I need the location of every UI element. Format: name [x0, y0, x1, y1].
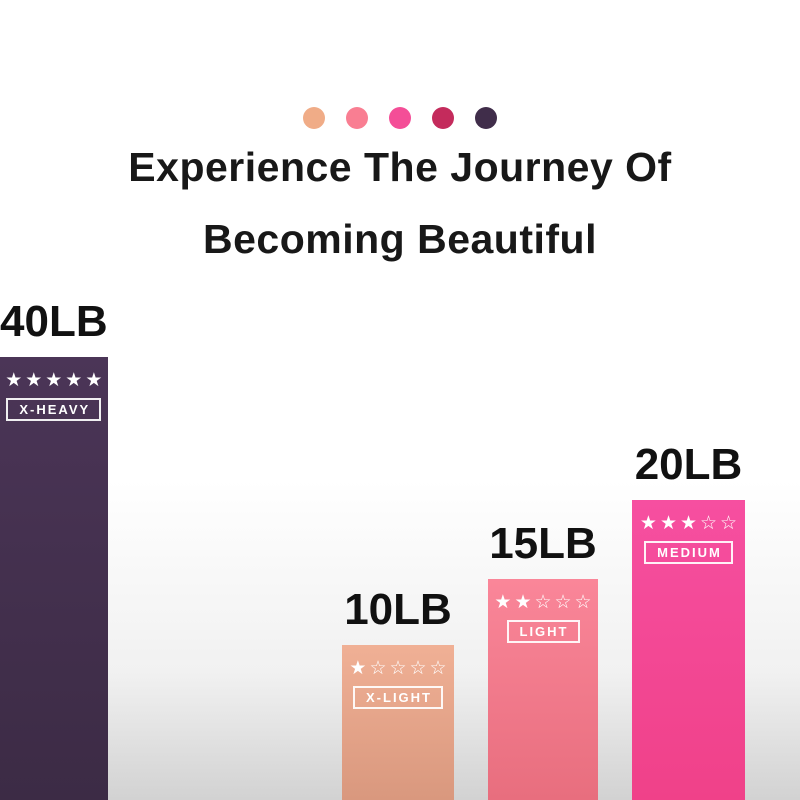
bar-column-20lb: 20LB ★★★☆☆ MEDIUM — [632, 443, 745, 800]
bar-column-10lb: 10LB ★☆☆☆☆ X-LIGHT — [342, 588, 454, 800]
tier-badge: LIGHT — [506, 620, 580, 643]
weight-label: 15LB — [489, 519, 597, 568]
bar-column-40lb: 40LB ★★★★★ X-HEAVY — [0, 300, 108, 800]
tier-badge: X-HEAVY — [6, 398, 102, 421]
bar-15lb: ★★☆☆☆ LIGHT — [488, 579, 598, 800]
tier-badge: MEDIUM — [644, 541, 733, 564]
tier-badge: X-LIGHT — [353, 686, 443, 709]
palette-dot-dark-purple — [475, 107, 497, 129]
weight-label: 40LB — [0, 297, 108, 346]
bar-20lb: ★★★☆☆ MEDIUM — [632, 500, 745, 800]
title-line-1: Experience The Journey Of — [128, 144, 672, 190]
star-rating: ★★☆☆☆ — [494, 592, 595, 613]
star-rating: ★★★☆☆ — [639, 513, 741, 534]
bar-column-15lb: 15LB ★★☆☆☆ LIGHT — [488, 522, 598, 800]
bar-10lb: ★☆☆☆☆ X-LIGHT — [342, 645, 454, 800]
palette-dot-peach — [303, 107, 325, 129]
bar-40lb: ★★★★★ X-HEAVY — [0, 357, 108, 800]
star-rating: ★☆☆☆☆ — [349, 658, 450, 679]
palette-dot-salmon — [346, 107, 368, 129]
title-line-2: Becoming Beautiful — [203, 216, 597, 262]
palette-dot-hot-pink — [389, 107, 411, 129]
weight-label: 20LB — [634, 440, 743, 489]
star-rating: ★★★★★ — [5, 370, 106, 391]
color-palette-dots — [0, 107, 800, 129]
weight-label: 10LB — [344, 585, 452, 634]
palette-dot-raspberry — [432, 107, 454, 129]
page-title: Experience The Journey Of Becoming Beaut… — [0, 147, 800, 260]
